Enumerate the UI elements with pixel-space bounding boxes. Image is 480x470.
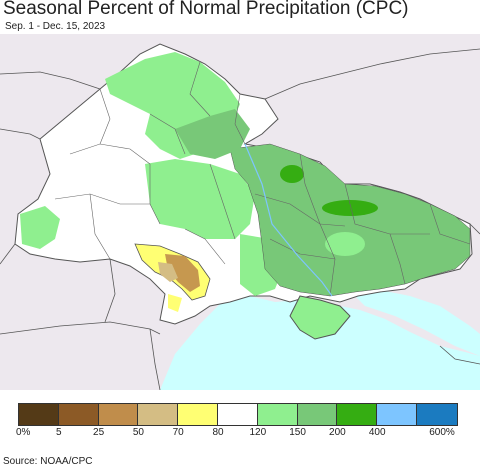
- odesa-yellow: [168, 294, 182, 312]
- legend-swatch: [178, 404, 218, 425]
- black-sea: [160, 296, 480, 390]
- sea-of-azov: [355, 290, 480, 356]
- light-green-patch-east: [325, 232, 365, 256]
- oblast-borders: [54, 61, 471, 297]
- map-title: Seasonal Percent of Normal Precipitation…: [3, 0, 409, 19]
- precipitation-map: [0, 34, 480, 390]
- legend-swatch: [416, 404, 457, 425]
- legend-swatch: [217, 404, 258, 425]
- country-borders: [0, 48, 480, 390]
- light-green-west: [20, 206, 60, 249]
- legend-label: 0%: [16, 427, 31, 438]
- legend-swatch: [337, 404, 378, 425]
- dnipro-river: [244, 143, 333, 297]
- legend-labels: 0% 5 25 50 70 80 120 150 200 400 600%: [0, 427, 480, 441]
- legend-label: 25: [93, 427, 105, 438]
- legend-label: 80: [212, 427, 224, 438]
- legend-swatch: [377, 404, 417, 425]
- legend-label: 70: [172, 427, 184, 438]
- moldova-dry-patch: [158, 262, 178, 282]
- legend-swatch: [138, 404, 179, 425]
- map-subtitle: Sep. 1 - Dec. 15, 2023: [5, 21, 106, 32]
- dark-green-patch-2: [322, 200, 378, 216]
- legend-label: 400: [368, 427, 386, 438]
- source-credit: Source: NOAA/CPC: [3, 456, 93, 467]
- legend-swatch: [297, 404, 338, 425]
- dark-green-patch-1: [280, 165, 304, 183]
- legend-label: 150: [289, 427, 306, 438]
- crimea-light-green: [289, 295, 351, 340]
- legend-label: 120: [249, 427, 267, 438]
- legend-swatch: [98, 404, 139, 425]
- moldova-very-dry-area: [165, 254, 200, 292]
- light-green-center: [145, 159, 255, 239]
- medium-green-north-band: [175, 109, 250, 159]
- legend-swatch: [19, 404, 59, 425]
- legend-color-bar: [18, 403, 458, 426]
- legend-label: 5: [56, 427, 62, 438]
- legend-label: 200: [329, 427, 346, 438]
- legend-swatch: [257, 404, 298, 425]
- legend-label: 600%: [429, 427, 455, 438]
- legend-swatch: [58, 404, 99, 425]
- legend-label: 50: [132, 427, 144, 438]
